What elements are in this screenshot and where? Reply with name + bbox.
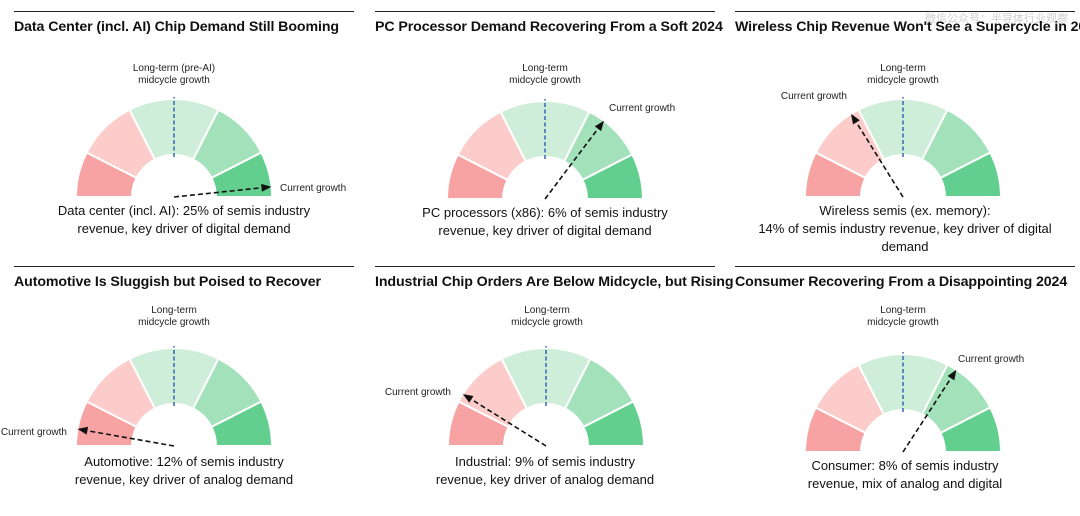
panel-divider	[14, 266, 354, 267]
caption-line: revenue, mix of analog and digital	[807, 476, 1003, 491]
caption-line: 14% of semis industry revenue, key drive…	[758, 221, 1052, 254]
caption-line: Data center (incl. AI): 25% of semis ind…	[57, 203, 311, 218]
pointer-arrowhead	[261, 183, 272, 192]
pointer-line	[173, 186, 263, 198]
watermark: 微信公众号：半导体行业观察	[925, 13, 1068, 25]
pointer-arrowhead	[947, 369, 957, 381]
gauge-caption: Consumer: 8% of semis industry revenue, m…	[735, 457, 1075, 493]
gauge-svg: Long-term (pre-AI)midcycle growth Current…	[74, 63, 346, 198]
pointer-arrowhead	[594, 120, 604, 132]
caption-line: revenue, key driver of analog demand	[435, 472, 655, 487]
panel-divider	[375, 11, 715, 12]
caption-line: Industrial: 9% of semis industry	[455, 454, 635, 469]
chart-title: Wireless Chip Revenue Won't See a Superc…	[735, 19, 1080, 35]
reference-label: Long-term	[880, 63, 926, 74]
panel-divider	[735, 266, 1075, 267]
caption-line: Wireless semis (ex. memory):	[819, 203, 991, 218]
current-growth-label: Current growth	[781, 91, 847, 102]
gauge-segment	[939, 151, 1003, 198]
chart-title: Automotive Is Sluggish but Poised to Rec…	[14, 274, 321, 290]
reference-label: midcycle growth	[138, 317, 210, 328]
caption-line: Consumer: 8% of semis industry	[811, 458, 999, 473]
reference-label: Long-term	[524, 305, 570, 316]
gauge-panel: Consumer Recovering From a Disappointing…	[735, 266, 1075, 516]
pointer-line	[902, 376, 953, 453]
caption-line: revenue, key driver of analog demand	[74, 472, 294, 487]
pointer-line	[86, 429, 175, 447]
gauge-caption: Industrial: 9% of semis industry revenue,…	[375, 453, 715, 489]
current-growth-label: Current growth	[609, 103, 675, 114]
pointer-line	[855, 121, 904, 198]
reference-label: midcycle growth	[509, 75, 581, 86]
panel-divider	[14, 11, 354, 12]
gauge-panel: Wireless Chip Revenue Won't See a Superc…	[735, 11, 1080, 261]
pointer-arrowhead	[462, 394, 474, 403]
pointer-arrowhead	[77, 426, 89, 435]
gauge-segment	[581, 153, 645, 200]
panel-divider	[375, 266, 715, 267]
caption-line: revenue, key driver of digital demand	[438, 223, 652, 238]
chart-title: PC Processor Demand Recovering From a So…	[375, 19, 723, 35]
gauge-segment	[939, 406, 1003, 453]
pointer-line	[544, 127, 600, 200]
gauge-panel: Industrial Chip Orders Are Below Midcycl…	[375, 266, 733, 516]
gauge-caption: Automotive: 12% of semis industry revenue…	[14, 453, 354, 489]
panel-divider	[735, 11, 1075, 12]
reference-label: Long-term	[522, 63, 568, 74]
caption-line: revenue, key driver of digital demand	[77, 221, 291, 236]
chart-title: Industrial Chip Orders Are Below Midcycl…	[375, 274, 734, 290]
current-growth-label: Current growth	[1, 427, 67, 438]
reference-label: midcycle growth	[138, 75, 210, 86]
reference-label: Long-term	[880, 305, 926, 316]
current-growth-label: Current growth	[958, 354, 1024, 365]
pointer-arrowhead	[851, 113, 860, 125]
gauge-panel: Automotive Is Sluggish but Poised to Rec…	[1, 266, 354, 516]
reference-label: Long-term	[151, 305, 197, 316]
caption-line: PC processors (x86): 6% of semis industr…	[422, 205, 668, 220]
reference-label: midcycle growth	[867, 75, 939, 86]
gauge-segment	[582, 400, 646, 447]
gauge-panel: Data Center (incl. AI) Chip Demand Still…	[14, 11, 354, 261]
gauge-caption: PC processors (x86): 6% of semis industr…	[375, 204, 715, 240]
pointer-line	[470, 398, 547, 447]
current-growth-label: Current growth	[280, 183, 346, 194]
current-growth-label: Current growth	[385, 387, 451, 398]
reference-label: Long-term (pre-AI)	[133, 63, 215, 74]
gauge-segment	[210, 151, 274, 198]
caption-line: Automotive: 12% of semis industry	[84, 454, 284, 469]
gauge-panel: PC Processor Demand Recovering From a So…	[375, 11, 723, 261]
gauge-caption: Wireless semis (ex. memory): 14% of semis…	[735, 202, 1075, 256]
reference-label: midcycle growth	[867, 317, 939, 328]
chart-title: Data Center (incl. AI) Chip Demand Still…	[14, 19, 339, 35]
reference-label: midcycle growth	[511, 317, 583, 328]
gauge-segment	[210, 400, 274, 447]
chart-title: Consumer Recovering From a Disappointing…	[735, 274, 1068, 290]
gauge-caption: Data center (incl. AI): 25% of semis ind…	[14, 202, 354, 238]
